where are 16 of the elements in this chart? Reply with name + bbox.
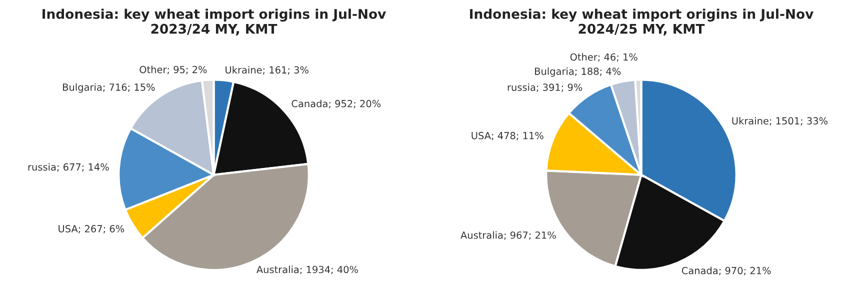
slice-label: Bulgaria; 188; 4% bbox=[535, 67, 621, 77]
slice-label: russia; 391; 9% bbox=[508, 83, 582, 92]
slice-label: Canada; 970; 21% bbox=[682, 266, 771, 276]
slice-label: Canada; 952; 20% bbox=[292, 100, 381, 108]
slice-label: USA; 478; 11% bbox=[472, 132, 544, 140]
slice-label: Australia; 1934; 40% bbox=[256, 266, 358, 274]
chart-title: Indonesia: key wheat import origins in Jul-Nov 2023/24 MY, KMT bbox=[42, 8, 386, 36]
slice-label: Ukraine; 161; 3% bbox=[226, 66, 308, 75]
slice-label: Ukraine; 1501; 33% bbox=[732, 117, 828, 126]
slice-label: Other; 95; 2% bbox=[140, 66, 207, 74]
slice-label: USA; 267; 6% bbox=[58, 225, 124, 234]
slice-label: Australia; 967; 21% bbox=[460, 231, 556, 240]
chart-title: Indonesia: key wheat import origins in Jul-Nov 2024/25 MY, KMT bbox=[470, 8, 814, 36]
slice-label: Bulgaria; 716; 15% bbox=[63, 83, 155, 93]
slice-label: russia; 677; 14% bbox=[28, 163, 109, 172]
slice-label: Other; 46; 1% bbox=[570, 53, 638, 62]
